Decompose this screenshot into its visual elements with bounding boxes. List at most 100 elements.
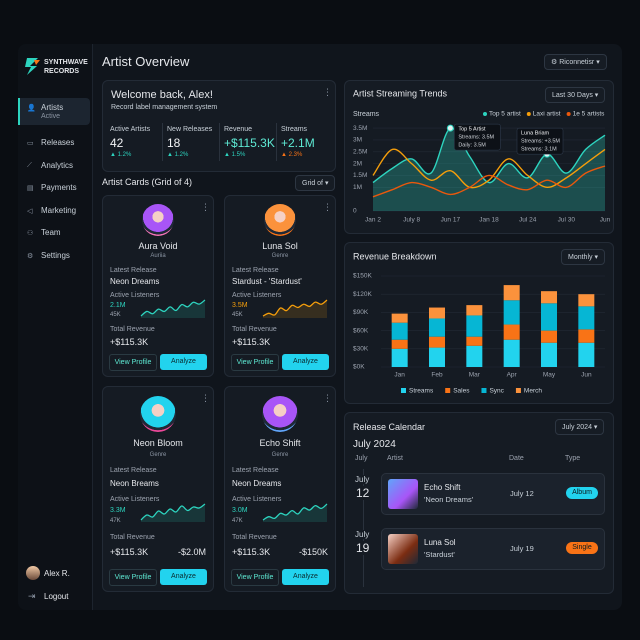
bar-segment <box>429 307 445 319</box>
line <box>372 165 606 198</box>
x-tick-label: Jul 30 <box>558 217 576 224</box>
nav-item[interactable]: Settings <box>41 250 70 260</box>
period-control[interactable]: Monthly ▾ <box>561 249 605 265</box>
y-tick-label: 0 <box>353 208 357 215</box>
listeners: 3.5M <box>232 302 248 309</box>
artist-name: Aura Void <box>138 241 178 251</box>
analyze-button[interactable]: Analyze <box>160 569 207 585</box>
more[interactable]: ⋮ <box>323 393 332 403</box>
revenue-extra: -$2.0M <box>177 546 206 557</box>
header-button[interactable]: ⚙ Riconnetisr ▾ <box>544 54 607 70</box>
tooltip-text: Luna Briam <box>521 131 550 137</box>
tooltip-text: Streams: +3.5M <box>521 139 560 145</box>
listeners: 3.3M <box>110 507 126 515</box>
artist-genre: Auriia <box>150 253 166 259</box>
nav-item[interactable]: Marketing <box>41 205 77 215</box>
legend-label: Laxi artist <box>533 111 561 118</box>
x-tick-label: Mar <box>469 372 481 379</box>
artist-genre: Genre <box>149 451 167 458</box>
sparkline-chart <box>262 299 328 318</box>
revenue-card: Revenue Breakdown $0K $30K $60K $90K $120K $15… <box>344 242 614 404</box>
grid-control[interactable]: Grid of ▾ <box>295 175 336 191</box>
nav-item[interactable]: Releases <box>41 138 75 147</box>
stat-label: Streams <box>281 126 308 133</box>
listeners-label: Active Listeners <box>110 495 160 503</box>
analyze-button[interactable]: Analyze <box>282 569 329 585</box>
release-row[interactable]: Luna Sol 'Stardust' July 19 Single <box>381 528 605 570</box>
artist-card: ⋮ Echo Shift Genre Latest Release Neon Dream… <box>224 386 336 592</box>
nav-icon: 👤 <box>27 105 36 112</box>
stat-value: +$115.3K <box>224 136 275 150</box>
release-row[interactable]: Echo Shift 'Neon Dreams' July 12 Album <box>381 473 605 515</box>
x-tick-label: Jan <box>394 372 405 379</box>
chart-title: Artist Streaming Trends <box>353 88 448 98</box>
y-tick-label: $30K <box>353 346 369 353</box>
artist-name: Echo Shift <box>259 438 301 448</box>
column-header: Date <box>509 455 524 462</box>
sparkline <box>262 503 328 521</box>
x-tick-label: Feb <box>431 372 443 379</box>
calendar-month: July 2024 <box>353 439 396 450</box>
listeners: 2.1M <box>110 302 126 309</box>
column-header: Artist <box>387 455 403 462</box>
artist-name: Luna Sol <box>262 241 298 251</box>
welcome-title: Welcome back, Alex! <box>111 89 213 101</box>
release-title: 'Stardust' <box>424 550 455 559</box>
streaming-card: Artist Streaming Trends Streams Top 5 arti… <box>344 80 614 234</box>
legend-label: 1e 5 artists <box>573 111 606 118</box>
bar-segment <box>466 315 483 337</box>
line <box>372 127 606 184</box>
nav-item[interactable]: Payments <box>41 183 77 192</box>
more[interactable]: ⋮ <box>201 393 210 403</box>
release-artist: Echo Shift <box>424 483 461 492</box>
grid-control-label: Grid of <box>302 180 324 187</box>
nav-item[interactable]: Team <box>41 228 61 237</box>
y-tick-label: 3.5M <box>353 125 367 132</box>
sparkline-chart <box>262 503 328 523</box>
month-control[interactable]: July 2024 ▾ <box>555 419 605 435</box>
row-day: 12 <box>356 486 370 500</box>
more[interactable]: ⋮ <box>201 202 210 212</box>
bar-segment <box>578 329 595 343</box>
more[interactable]: ⋮ <box>323 202 332 212</box>
bar-segment <box>466 345 483 367</box>
stat-change: ▲ 2.3% <box>281 152 303 158</box>
calendar-card: Release Calendar July 2024 ▾ July 2024 J… <box>344 412 614 594</box>
bar-segment <box>503 324 520 340</box>
y-tick-label: 2M <box>353 160 362 167</box>
analyze-button[interactable]: Analyze <box>282 354 329 370</box>
listeners-low: 47K <box>232 518 243 525</box>
bar-segment <box>391 313 408 323</box>
x-tick-label: Jul 24 <box>519 217 537 224</box>
revenue: +$115.3K <box>110 546 149 557</box>
avatar <box>261 396 299 433</box>
y-tick-label: 1M <box>353 184 362 191</box>
more[interactable]: ⋮ <box>323 87 332 97</box>
point <box>446 124 454 132</box>
sparkline-chart <box>140 503 206 523</box>
stat-change: ▲ 1.2% <box>110 152 132 158</box>
view-profile-button[interactable]: View Profile <box>109 354 157 371</box>
nav-item[interactable]: Artists <box>41 103 64 112</box>
range-control[interactable]: Last 30 Days ▾ <box>545 87 606 103</box>
brand: SYNTHWAVE RECORDS <box>44 58 88 76</box>
nav-item[interactable]: Analytics <box>41 160 74 170</box>
legend-swatch <box>483 112 487 116</box>
release-type: Album <box>566 487 598 499</box>
view-profile-button[interactable]: View Profile <box>231 569 279 586</box>
analyze-button[interactable]: Analyze <box>160 354 207 370</box>
view-profile-button[interactable]: View Profile <box>109 569 157 586</box>
view-profile-button[interactable]: View Profile <box>231 354 279 371</box>
logout[interactable]: Logout <box>44 592 69 601</box>
release-date: July 19 <box>510 544 534 553</box>
header-button-label: Riconnetisr <box>559 59 595 66</box>
bar-segment <box>503 285 520 301</box>
artist-card: ⋮ Neon Bloom Genre Latest Release Neon Bream… <box>102 386 214 592</box>
x-tick-label: May <box>543 372 556 379</box>
legend-label: Merch <box>524 388 542 395</box>
stat-label: Revenue <box>224 126 253 133</box>
x-tick-label: Jan 2 <box>365 217 381 224</box>
release-label: Latest Release <box>110 267 157 274</box>
release: Neon Breams <box>110 478 159 488</box>
range-label: Last 30 Days <box>552 92 593 99</box>
